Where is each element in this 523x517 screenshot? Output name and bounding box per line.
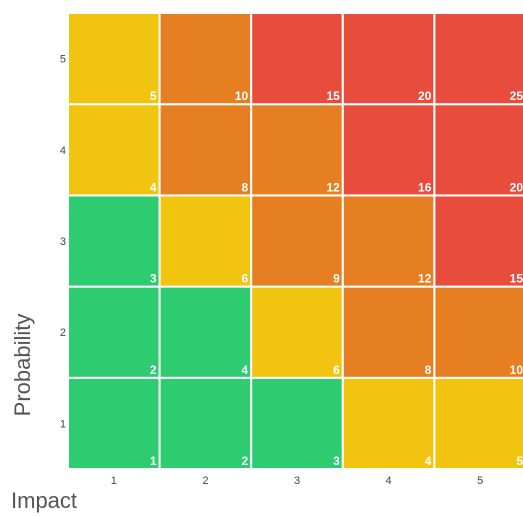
cell-value-labels: 1 2 3 4 52 4 6 8 103 6 9 12 154 8 12 16 205 10 15 20 25 <box>150 89 523 468</box>
heatmap-cell <box>341 285 436 379</box>
heatmap-cell <box>158 194 253 288</box>
cell-value-label: 15 <box>510 272 523 286</box>
heatmap-cell <box>433 376 523 470</box>
heatmap-cell <box>158 376 253 470</box>
x-tick-label: 1 <box>111 475 117 487</box>
cell-value-label: 15 <box>326 89 340 103</box>
x-tick-label: 3 <box>294 475 300 487</box>
cell-value-label: 4 <box>242 363 249 377</box>
heatmap-cell <box>67 103 161 197</box>
heatmap-cell <box>158 12 253 106</box>
cell-value-label: 5 <box>516 454 523 468</box>
cell-value-label: 12 <box>418 272 432 286</box>
cell-value-label: 20 <box>510 180 523 194</box>
x-axis-ticks: 1 2 3 4 5 <box>111 475 484 487</box>
heatmap-cell <box>67 194 161 288</box>
cell-value-label: 16 <box>418 180 432 194</box>
heatmap-cell <box>433 12 523 106</box>
cell-value-label: 1 <box>150 454 157 468</box>
cell-value-label: 8 <box>425 363 432 377</box>
cell-value-label: 10 <box>235 89 249 103</box>
cell-value-label: 2 <box>242 454 249 468</box>
cell-value-label: 3 <box>333 454 340 468</box>
cell-value-label: 2 <box>150 363 157 377</box>
y-axis-title: Probability <box>10 314 35 417</box>
cell-value-label: 4 <box>425 454 432 468</box>
cell-value-label: 3 <box>150 272 157 286</box>
heatmap-cell <box>433 194 523 288</box>
x-tick-label: 2 <box>202 475 208 487</box>
heatmap-cell <box>341 376 436 470</box>
heatmap-cell <box>250 194 344 288</box>
heatmap-cell <box>67 285 161 379</box>
y-tick-label: 1 <box>60 418 66 430</box>
cell-value-label: 20 <box>418 89 432 103</box>
heatmap-cell <box>250 12 344 106</box>
cell-value-label: 9 <box>333 272 340 286</box>
heatmap-cell <box>250 376 344 470</box>
cell-value-label: 25 <box>510 89 523 103</box>
heatmap-cell <box>341 194 436 288</box>
heatmap-cell <box>67 12 161 106</box>
cell-value-label: 12 <box>326 180 340 194</box>
heatmap-cell <box>250 103 344 197</box>
heatmap-cell <box>433 285 523 379</box>
x-axis-title: Impact <box>11 488 77 513</box>
cell-value-label: 5 <box>150 89 157 103</box>
heatmap-cell <box>158 285 253 379</box>
x-tick-label: 4 <box>386 475 392 487</box>
heatmap-cell <box>158 103 253 197</box>
y-tick-label: 5 <box>60 54 66 66</box>
heatmap-cells <box>67 12 523 470</box>
cell-value-label: 6 <box>242 272 249 286</box>
heatmap-cell <box>67 376 161 470</box>
x-tick-label: 5 <box>477 475 483 487</box>
cell-value-label: 10 <box>510 363 523 377</box>
y-tick-label: 3 <box>60 236 66 248</box>
y-axis-ticks: 1 2 3 4 5 <box>60 54 66 431</box>
y-tick-label: 4 <box>60 145 66 157</box>
cell-value-label: 6 <box>333 363 340 377</box>
cell-value-label: 4 <box>150 180 157 194</box>
heatmap-cell <box>250 285 344 379</box>
heatmap-cell <box>341 12 436 106</box>
y-tick-label: 2 <box>60 327 66 339</box>
cell-value-label: 8 <box>242 180 249 194</box>
